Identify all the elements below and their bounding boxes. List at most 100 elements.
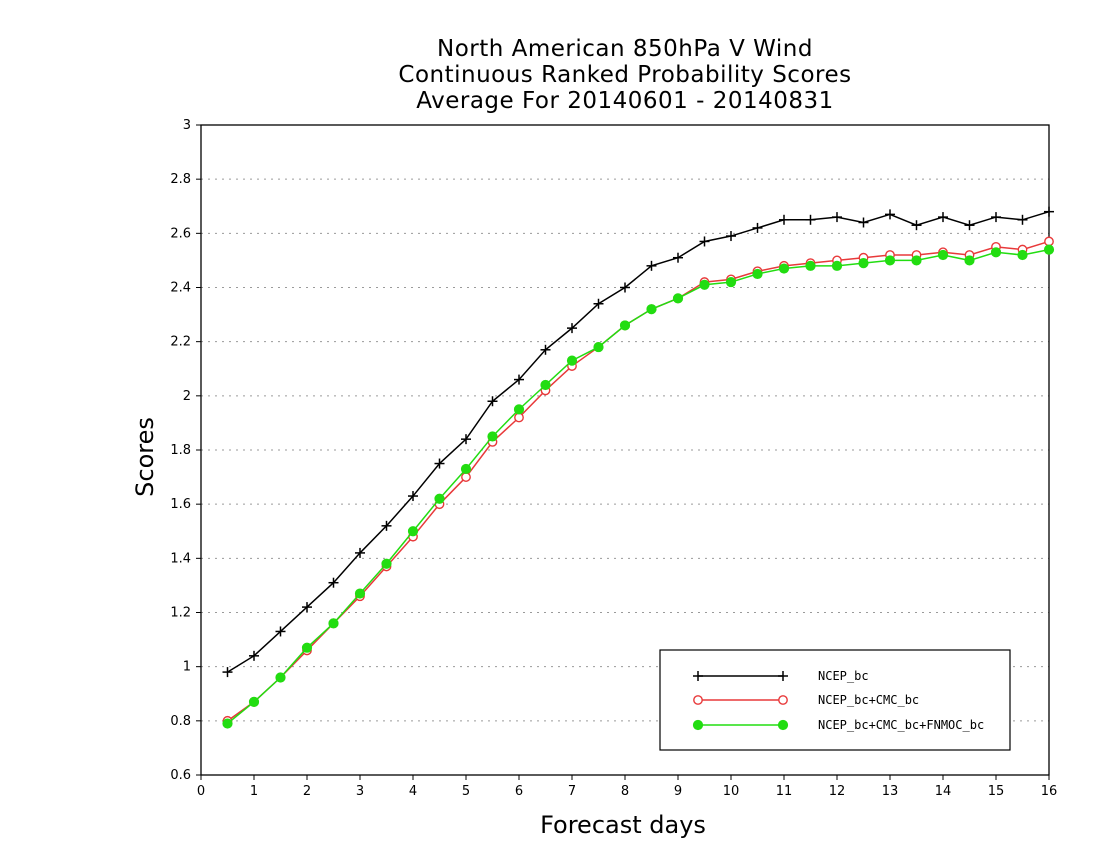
data-point (593, 341, 604, 353)
legend: NCEP_bc NCEP_bc+CMC_bc NCEP_bc+CMC_bc+FNMO… (659, 649, 1011, 751)
legend-marker (777, 719, 789, 731)
legend-label: NCEP_bc (818, 669, 869, 683)
data-point (672, 293, 684, 304)
x-axis-title: Forecast days (540, 811, 706, 839)
legend-label: NCEP_bc+CMC_bc+FNMOC_bc (818, 718, 984, 732)
data-point (514, 374, 524, 385)
x-tick-label: 7 (568, 784, 576, 799)
data-point (646, 304, 657, 315)
x-tick-label: 9 (674, 784, 682, 799)
data-point (1017, 249, 1028, 261)
data-point (805, 260, 816, 271)
legend-marker (692, 719, 704, 731)
x-tick-label: 16 (1041, 784, 1058, 799)
data-point (513, 404, 525, 415)
data-point (540, 379, 551, 391)
axes: 0.60.811.21.41.61.822.22.42.62.830 1 2 3 4 5 6… (131, 118, 1057, 839)
data-point (248, 696, 260, 707)
data-point (831, 260, 843, 271)
data-point (646, 260, 657, 271)
data-point (275, 626, 286, 637)
x-tick-label: 2 (303, 784, 311, 799)
data-point (381, 520, 392, 531)
data-point (805, 214, 816, 225)
data-point (381, 558, 392, 569)
data-point (275, 672, 286, 683)
data-point (354, 588, 366, 599)
data-point (699, 236, 710, 247)
data-point (514, 412, 524, 423)
y-tick-label: 2.6 (170, 226, 191, 241)
data-point (752, 222, 763, 233)
data-point (487, 396, 498, 407)
data-point (699, 279, 710, 290)
data-point (778, 263, 790, 274)
y-tick-label: 2.8 (170, 172, 191, 187)
y-tick-label: 2.2 (170, 335, 191, 350)
x-tick-label: 15 (988, 784, 1005, 799)
legend-item: NCEP_bc (693, 669, 869, 683)
data-point (779, 214, 789, 225)
series-line (227, 210, 1050, 673)
y-tick-label: 1 (183, 660, 191, 675)
legend-item: NCEP_bc+CMC_bc+FNMOC_bc (692, 718, 984, 732)
data-point (461, 434, 471, 445)
y-tick-label: 1.2 (170, 606, 191, 621)
data-point (1043, 244, 1055, 255)
legend-label: NCEP_bc+CMC_bc (818, 693, 919, 707)
data-point (249, 650, 259, 661)
x-tick-label: 3 (356, 784, 364, 799)
data-point (911, 255, 922, 266)
data-point (726, 231, 736, 242)
data-point (885, 209, 895, 220)
x-tick-label: 8 (621, 784, 629, 799)
x-tick-label: 4 (409, 784, 417, 799)
data-point (884, 255, 896, 266)
data-point (301, 642, 313, 653)
series-2 (222, 244, 1055, 729)
data-point (964, 220, 975, 231)
x-tick-label: 13 (882, 784, 899, 799)
x-tick-label: 0 (197, 784, 205, 799)
x-tick-label: 12 (829, 784, 846, 799)
data-point (1044, 206, 1054, 217)
legend-marker (778, 695, 788, 705)
data-point (487, 431, 498, 442)
series-0 (222, 206, 1054, 678)
x-tick-label: 5 (462, 784, 470, 799)
data-point (566, 355, 578, 366)
chart-title-line-1: North American 850hPa V Wind (437, 36, 813, 62)
data-point (434, 458, 445, 469)
chart-title-line-2: Continuous Ranked Probability Scores (398, 62, 852, 88)
data-point (593, 298, 604, 309)
data-point (434, 493, 445, 504)
data-point (964, 255, 975, 266)
y-tick-label: 1.8 (170, 443, 191, 458)
data-point (355, 547, 365, 558)
data-point (832, 212, 842, 223)
data-point (673, 252, 683, 263)
data-point (990, 247, 1002, 258)
legend-marker (778, 671, 788, 681)
data-point (407, 526, 419, 537)
y-tick-label: 1.6 (170, 497, 191, 512)
data-point (302, 602, 312, 613)
data-point (460, 463, 472, 475)
y-tick-label: 2.4 (170, 281, 191, 296)
data-point (222, 718, 233, 729)
data-point (991, 212, 1001, 223)
grid (201, 178, 1049, 722)
series-line (227, 240, 1050, 722)
chart-title-line-3: Average For 20140601 - 20140831 (416, 88, 834, 114)
data-point (408, 491, 418, 502)
x-tick-label: 11 (776, 784, 793, 799)
data-point (619, 320, 631, 331)
data-point (567, 323, 577, 334)
y-tick-label: 3 (183, 118, 191, 133)
x-tick-label: 10 (723, 784, 740, 799)
data-point (937, 249, 949, 261)
x-tick-label: 1 (250, 784, 258, 799)
data-point (858, 217, 869, 228)
data-point (540, 344, 551, 355)
